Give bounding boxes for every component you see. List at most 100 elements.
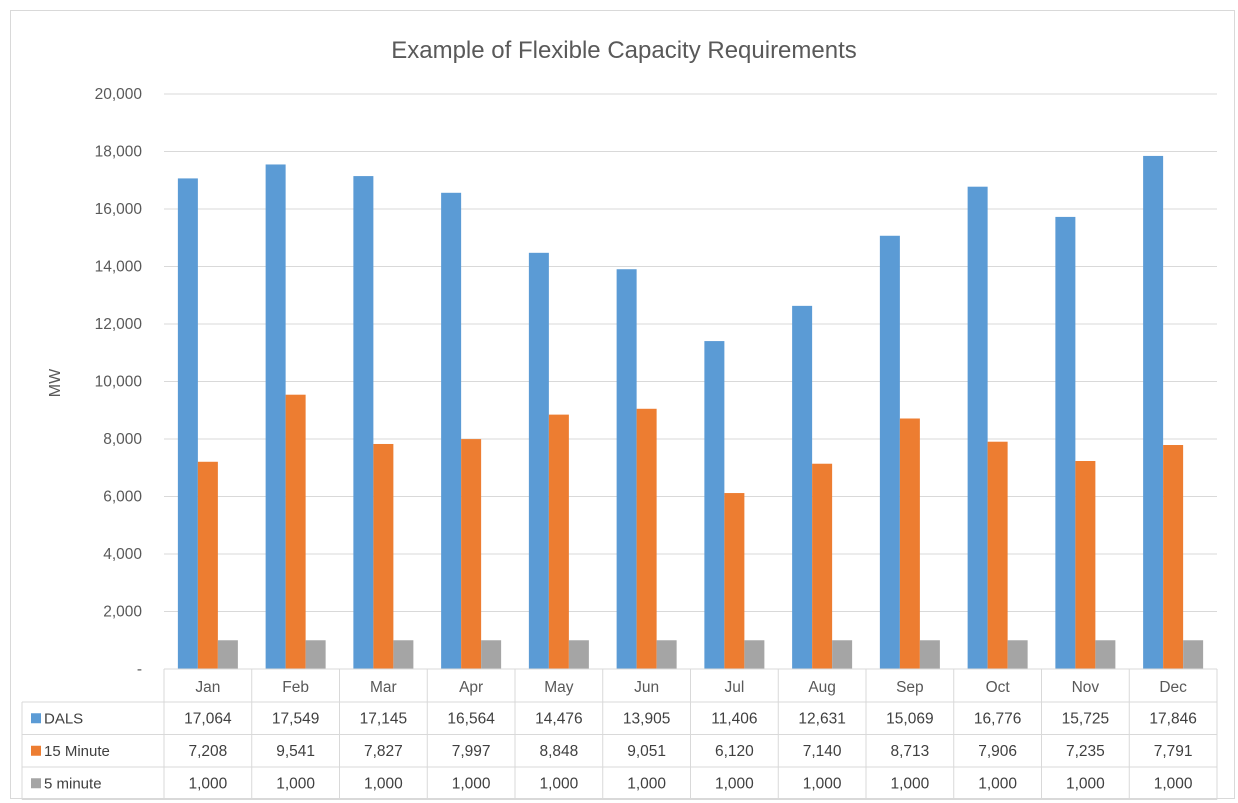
bar	[1163, 445, 1184, 669]
bar	[879, 235, 900, 670]
y-tick-label: 12,000	[95, 316, 143, 333]
gridlines	[164, 93, 1217, 612]
bar	[919, 640, 940, 669]
data-label: 13,905	[623, 710, 670, 727]
bar	[744, 640, 765, 669]
bar	[305, 640, 326, 669]
bar	[899, 418, 920, 669]
y-tick-label: 8,000	[103, 431, 142, 448]
bar	[832, 640, 853, 669]
data-label: 1,000	[978, 775, 1017, 792]
bar	[812, 463, 833, 669]
data-label: 9,541	[276, 743, 315, 760]
legend-key	[31, 745, 41, 756]
y-tick-label: 20,000	[95, 86, 143, 103]
bar	[987, 441, 1008, 669]
data-label: 1,000	[188, 775, 227, 792]
bar	[616, 269, 637, 669]
data-label: 1,000	[1066, 775, 1105, 792]
category-label: Nov	[1072, 679, 1100, 696]
y-tick-label: 18,000	[95, 144, 143, 161]
y-tick-label: 10,000	[95, 374, 143, 391]
bar	[1143, 155, 1164, 670]
data-label: 17,064	[184, 710, 232, 727]
bar	[704, 341, 725, 669]
data-label: 6,120	[715, 743, 754, 760]
category-label: May	[544, 679, 574, 696]
bar	[197, 461, 218, 669]
data-label: 9,051	[627, 743, 666, 760]
category-label: Jan	[195, 679, 220, 696]
data-label: 15,069	[886, 710, 933, 727]
data-label: 7,906	[978, 743, 1017, 760]
data-label: 17,145	[360, 710, 407, 727]
data-label: 17,549	[272, 710, 319, 727]
data-label: 7,997	[452, 743, 491, 760]
data-label: 1,000	[539, 775, 578, 792]
bar	[548, 414, 569, 669]
bar	[285, 394, 306, 669]
y-tick-label: 14,000	[95, 259, 143, 276]
data-label: 17,846	[1149, 710, 1196, 727]
chart-title: Example of Flexible Capacity Requirement…	[391, 37, 857, 64]
bars	[177, 155, 1204, 670]
bar	[792, 305, 813, 669]
bar	[353, 176, 374, 670]
legend-key	[31, 713, 41, 724]
bar	[265, 164, 286, 669]
bar	[656, 640, 677, 669]
data-label: 7,827	[364, 743, 403, 760]
bar	[724, 493, 745, 669]
category-label: Feb	[282, 679, 309, 696]
bar	[967, 186, 988, 669]
bar	[1007, 640, 1028, 669]
category-label: Aug	[808, 679, 836, 696]
category-label: Oct	[986, 679, 1011, 696]
category-label: Mar	[370, 679, 397, 696]
category-label: Jun	[634, 679, 659, 696]
data-label: 1,000	[890, 775, 929, 792]
data-label: 1,000	[364, 775, 403, 792]
bar	[1095, 640, 1116, 669]
y-tick-label: 6,000	[103, 489, 142, 506]
data-label: 7,791	[1154, 743, 1193, 760]
category-label: Sep	[896, 679, 924, 696]
data-label: 1,000	[276, 775, 315, 792]
y-tick-label: 2,000	[103, 604, 142, 621]
bar	[1183, 640, 1204, 669]
bar	[1075, 460, 1096, 669]
bar	[568, 640, 589, 669]
y-axis-ticks: - 2,000 4,000 6,000 8,000 10,000 12,000 14,000 1…	[95, 86, 143, 678]
bar	[636, 408, 657, 669]
y-tick-label: 16,000	[95, 201, 143, 218]
category-label: Jul	[724, 679, 744, 696]
data-label: 14,476	[535, 710, 582, 727]
data-table: Jan Feb Mar Apr May Jun Jul Aug Sep Oct Nov Dec DALS…	[21, 668, 1218, 800]
series-name: DALS	[44, 710, 83, 727]
data-label: 15,725	[1062, 710, 1109, 727]
data-label: 1,000	[627, 775, 666, 792]
y-tick-label: -	[137, 661, 142, 678]
bar	[177, 178, 198, 669]
bar	[528, 252, 549, 669]
category-label: Dec	[1159, 679, 1187, 696]
data-label: 11,406	[711, 710, 757, 727]
data-label: 16,564	[447, 710, 495, 727]
bar	[373, 443, 394, 669]
bar	[481, 640, 502, 669]
series-name: 5 minute	[44, 775, 102, 792]
data-label: 1,000	[715, 775, 754, 792]
data-label: 1,000	[803, 775, 842, 792]
data-label: 8,848	[539, 743, 578, 760]
series-name: 15 Minute	[44, 743, 110, 760]
bar	[1055, 216, 1076, 669]
data-label: 7,208	[188, 743, 227, 760]
data-label: 7,235	[1066, 743, 1105, 760]
data-label: 12,631	[798, 710, 845, 727]
data-label: 7,140	[803, 743, 842, 760]
bar	[441, 192, 462, 669]
bar	[461, 439, 482, 669]
data-label: 1,000	[1154, 775, 1193, 792]
bar	[393, 640, 414, 669]
legend-key	[31, 778, 41, 789]
